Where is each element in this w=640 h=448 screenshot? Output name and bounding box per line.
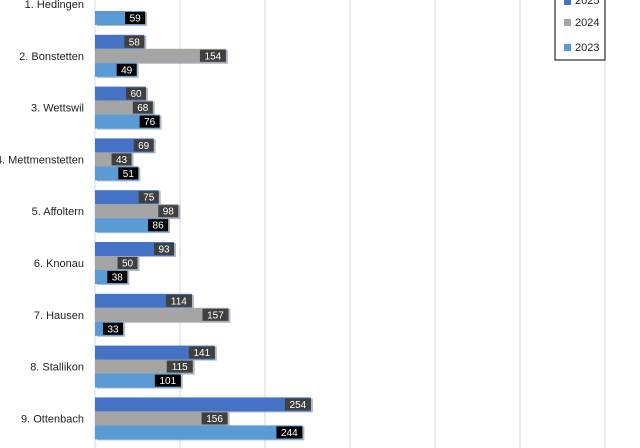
category-label: 2. Bonstetten bbox=[19, 51, 84, 63]
series-2025-bar bbox=[95, 397, 311, 412]
series-2024-value-box bbox=[202, 308, 229, 321]
series-2024-value-label: 115 bbox=[172, 362, 188, 373]
category-label: 7. Hausen bbox=[34, 310, 84, 322]
series-2024-value-box bbox=[201, 412, 228, 425]
series-2025-value-label: 93 bbox=[158, 245, 170, 256]
category-label: 1. Hedingen bbox=[25, 0, 84, 11]
series-2024-value-box bbox=[166, 360, 193, 373]
series-2025-bar bbox=[95, 345, 215, 360]
series-2023-value-label: 38 bbox=[112, 273, 124, 284]
series-2024-value-box bbox=[111, 153, 132, 166]
series-2023-bar bbox=[95, 425, 303, 440]
series-2024-value-box bbox=[199, 49, 226, 62]
bars: 4859581544960687669435175988693503811415… bbox=[95, 11, 313, 441]
series-2023-value-box bbox=[125, 12, 146, 24]
series-2023-value-label: 59 bbox=[130, 14, 142, 25]
series-2024-bar bbox=[95, 204, 179, 219]
series-2024-value-label: 154 bbox=[205, 51, 222, 62]
series-2025-value-label: 141 bbox=[194, 348, 211, 359]
series-2025-value-box bbox=[138, 191, 159, 204]
series-2025-value-box bbox=[154, 243, 175, 255]
legend: 2025 2024 2023 bbox=[554, 0, 606, 61]
series-2025-value-label: 75 bbox=[143, 193, 155, 204]
series-2024-value-label: 98 bbox=[163, 207, 175, 218]
series-2023-value-label: 51 bbox=[123, 169, 135, 180]
series-2025-value-box bbox=[165, 294, 192, 307]
series-2023-value-label: 86 bbox=[153, 221, 165, 232]
series-2025-value-label: 58 bbox=[129, 37, 141, 48]
series-2024-value-label: 43 bbox=[116, 155, 128, 166]
series-2023-value-box bbox=[107, 271, 128, 283]
series-2023-value-label: 49 bbox=[121, 65, 133, 76]
series-2024-bar bbox=[95, 411, 228, 426]
series-2025-value-box bbox=[126, 87, 146, 100]
category-labels: 1. Hedingen 2. Bonstetten 3. Wettswil 4. Me… bbox=[0, 0, 84, 425]
category-label: 6. Knonau bbox=[34, 258, 84, 270]
category-label: 8. Stallikon bbox=[30, 362, 84, 374]
legend-swatch-2025 bbox=[564, 0, 571, 5]
series-2024-value-label: 156 bbox=[206, 414, 223, 425]
series-2023-value-box bbox=[148, 219, 169, 232]
series-2024-bar bbox=[95, 48, 226, 63]
legend-box bbox=[554, 0, 606, 61]
series-2024-value-box bbox=[117, 257, 138, 269]
series-2024-value-label: 50 bbox=[122, 259, 134, 270]
legend-label-2024: 2024 bbox=[575, 17, 599, 29]
series-2025-value-box bbox=[133, 139, 154, 152]
legend-label-2025: 2025 bbox=[575, 0, 599, 7]
series-2025-value-label: 114 bbox=[171, 296, 187, 307]
series-2025-value-label: 60 bbox=[130, 89, 142, 100]
category-label: 5. Affoltern bbox=[32, 206, 84, 218]
series-2023-value-label: 33 bbox=[107, 324, 119, 335]
series-2023-value-box bbox=[154, 374, 181, 387]
series-2025-value-box bbox=[124, 35, 145, 48]
series-2023-value-box bbox=[276, 426, 303, 439]
series-2023-value-label: 244 bbox=[281, 428, 298, 439]
series-2023-value-box bbox=[118, 167, 139, 180]
series-2024-value-box bbox=[158, 205, 179, 218]
series-2023-value-label: 76 bbox=[144, 117, 156, 128]
legend-swatch-2024 bbox=[564, 19, 571, 26]
series-2024-bar bbox=[95, 307, 229, 322]
series-2025-value-box bbox=[284, 398, 311, 411]
series-2025-value-box bbox=[188, 346, 215, 359]
series-2025-value-label: 69 bbox=[138, 141, 150, 152]
legend-swatch-2023 bbox=[564, 44, 571, 51]
series-2023-value-box bbox=[103, 322, 124, 335]
series-2023-value-box bbox=[116, 63, 137, 76]
series-2024-value-label: 68 bbox=[137, 103, 149, 114]
category-label: 4. Mettmenstetten bbox=[0, 154, 84, 166]
series-2023-value-label: 101 bbox=[160, 376, 177, 387]
series-2025-value-label: 254 bbox=[290, 400, 307, 411]
series-2024-value-box bbox=[132, 101, 153, 114]
category-label: 9. Ottenbach bbox=[21, 413, 84, 425]
series-2024-value-label: 157 bbox=[207, 310, 224, 321]
series-2023-value-box bbox=[139, 115, 160, 128]
category-label: 3. Wettswil bbox=[31, 103, 84, 115]
legend-label-2023: 2023 bbox=[575, 42, 599, 54]
gridlines bbox=[94, 0, 606, 448]
